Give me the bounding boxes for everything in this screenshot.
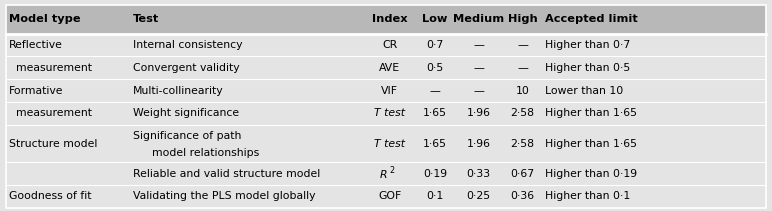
- Text: —: —: [473, 40, 484, 50]
- Text: measurement: measurement: [9, 108, 93, 118]
- Text: 0·1: 0·1: [426, 191, 444, 202]
- Text: —: —: [517, 63, 528, 73]
- Text: Internal consistency: Internal consistency: [133, 40, 242, 50]
- Text: T test: T test: [374, 108, 405, 118]
- Text: 2·58: 2·58: [510, 139, 535, 149]
- Text: Reliable and valid structure model: Reliable and valid structure model: [133, 169, 320, 179]
- Text: Higher than 1·65: Higher than 1·65: [545, 108, 637, 118]
- Text: Goodness of fit: Goodness of fit: [9, 191, 92, 202]
- Text: 2: 2: [389, 166, 394, 175]
- Text: Higher than 0·19: Higher than 0·19: [545, 169, 637, 179]
- Text: Higher than 0·1: Higher than 0·1: [545, 191, 630, 202]
- Text: 0·5: 0·5: [426, 63, 444, 73]
- Text: —: —: [473, 63, 484, 73]
- Text: Model type: Model type: [9, 15, 81, 24]
- Text: Reflective: Reflective: [9, 40, 63, 50]
- Text: Medium: Medium: [453, 15, 504, 24]
- Text: Formative: Formative: [9, 86, 64, 96]
- Text: Multi-collinearity: Multi-collinearity: [133, 86, 223, 96]
- Text: Validating the PLS model globally: Validating the PLS model globally: [133, 191, 315, 202]
- Text: T test: T test: [374, 139, 405, 149]
- Text: —: —: [517, 40, 528, 50]
- Text: Test: Test: [133, 15, 159, 24]
- Text: Higher than 0·7: Higher than 0·7: [545, 40, 630, 50]
- Text: —: —: [473, 86, 484, 96]
- Text: Significance of path: Significance of path: [133, 131, 241, 141]
- Text: 0·19: 0·19: [423, 169, 447, 179]
- Text: CR: CR: [382, 40, 398, 50]
- Text: Weight significance: Weight significance: [133, 108, 239, 118]
- Text: 0·33: 0·33: [466, 169, 491, 179]
- Bar: [6, 5, 766, 34]
- Text: Index: Index: [372, 15, 408, 24]
- Text: Higher than 0·5: Higher than 0·5: [545, 63, 630, 73]
- Text: High: High: [508, 15, 537, 24]
- Text: Lower than 10: Lower than 10: [545, 86, 623, 96]
- Text: Convergent validity: Convergent validity: [133, 63, 239, 73]
- Text: Structure model: Structure model: [9, 139, 97, 149]
- Text: model relationships: model relationships: [152, 147, 259, 158]
- Text: 1·65: 1·65: [423, 139, 447, 149]
- Text: 0·7: 0·7: [426, 40, 444, 50]
- Text: Accepted limit: Accepted limit: [545, 15, 638, 24]
- Text: 1·65: 1·65: [423, 108, 447, 118]
- Text: 1·96: 1·96: [466, 139, 491, 149]
- Text: 2·58: 2·58: [510, 108, 535, 118]
- Text: —: —: [429, 86, 441, 96]
- Text: 0·36: 0·36: [510, 191, 535, 202]
- Text: AVE: AVE: [379, 63, 401, 73]
- Text: VIF: VIF: [381, 86, 398, 96]
- Text: $R$: $R$: [379, 168, 388, 180]
- Text: 1·96: 1·96: [466, 108, 491, 118]
- Text: measurement: measurement: [9, 63, 93, 73]
- Text: Low: Low: [422, 15, 448, 24]
- Text: 0·67: 0·67: [510, 169, 535, 179]
- Text: 0·25: 0·25: [466, 191, 491, 202]
- Text: 10: 10: [516, 86, 530, 96]
- Text: GOF: GOF: [378, 191, 401, 202]
- Text: Higher than 1·65: Higher than 1·65: [545, 139, 637, 149]
